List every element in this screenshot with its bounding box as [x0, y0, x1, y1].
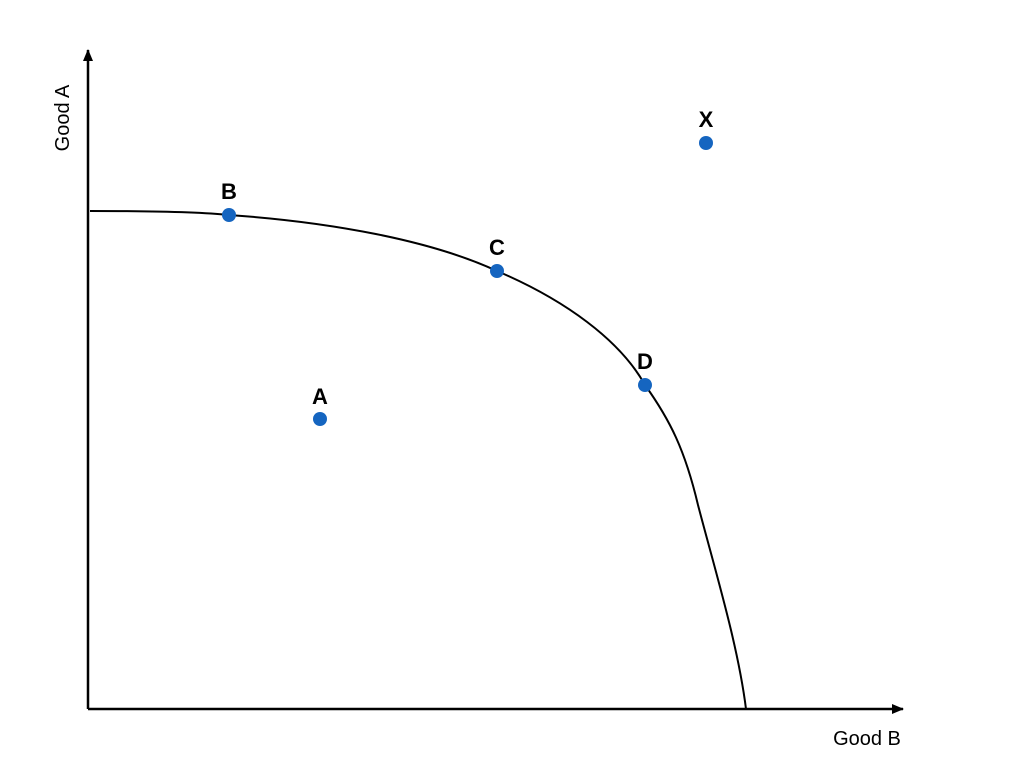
- point-a-marker: [313, 412, 327, 426]
- x-axis-label: Good B: [833, 728, 901, 750]
- y-axis-label: Good A: [52, 84, 74, 151]
- point-x-marker: [699, 136, 713, 150]
- point-c-marker: [490, 264, 504, 278]
- point-a-label: A: [312, 384, 328, 409]
- point-b-label: B: [221, 179, 237, 204]
- point-b-marker: [222, 208, 236, 222]
- point-x-label: X: [699, 107, 714, 132]
- point-c-label: C: [489, 235, 505, 260]
- ppf-curve: [89, 210, 747, 710]
- points-layer: A B C D X: [221, 107, 714, 426]
- point-d-label: D: [637, 349, 653, 374]
- point-d-marker: [638, 378, 652, 392]
